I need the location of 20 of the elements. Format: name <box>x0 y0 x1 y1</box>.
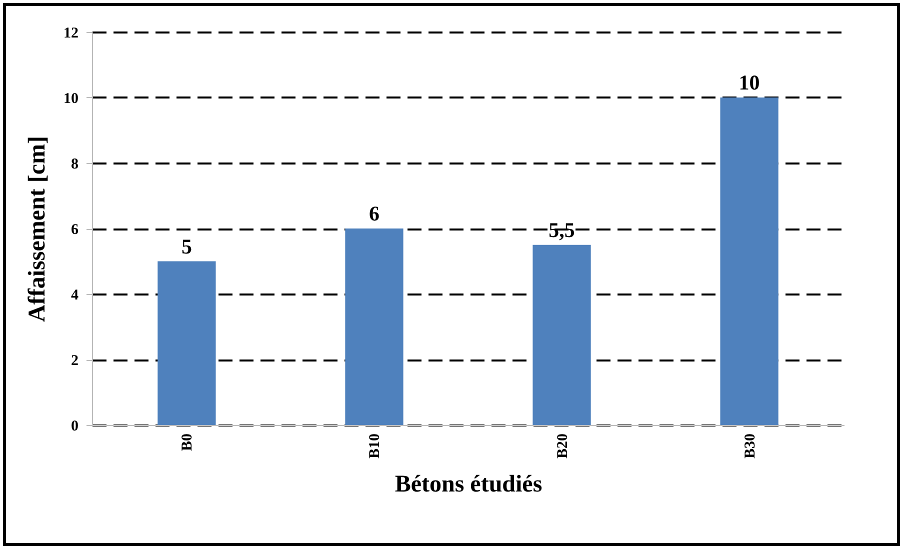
bar <box>158 261 216 425</box>
y-axis-title: Affaissement [cm] <box>24 136 50 322</box>
x-tick-label: B10 <box>367 434 384 459</box>
data-label: 5 <box>181 234 192 258</box>
x-axis-title: Bétons étudiés <box>394 472 542 498</box>
y-tick-label: 0 <box>71 418 78 434</box>
bar <box>532 244 591 425</box>
x-tick-label: B30 <box>742 434 758 459</box>
data-label: 10 <box>738 70 760 94</box>
x-tick-label: B20 <box>554 434 571 459</box>
data-label: 6 <box>368 202 380 226</box>
bar <box>720 98 778 425</box>
y-tick-label: 12 <box>64 26 78 42</box>
x-tick-label: B0 <box>180 434 196 452</box>
y-tick-label: 4 <box>71 288 79 304</box>
y-tick-label: 10 <box>64 91 78 107</box>
y-tick-label: 8 <box>71 156 78 172</box>
y-tick-label: 2 <box>71 353 78 369</box>
y-tick-label: 6 <box>71 222 79 238</box>
bar <box>345 228 404 425</box>
